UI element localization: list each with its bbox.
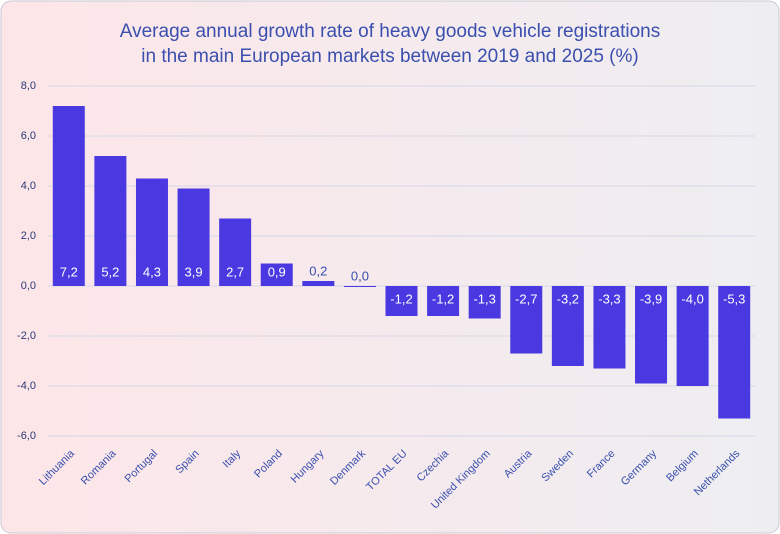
y-tick-label: 2,0 — [21, 230, 36, 242]
bar — [676, 286, 709, 386]
y-tick-label: -4,0 — [17, 380, 36, 392]
value-label: 0,9 — [268, 264, 286, 279]
value-label: -2,7 — [515, 291, 537, 306]
y-tick-label: 6,0 — [21, 130, 36, 142]
bar — [52, 106, 85, 286]
bar — [260, 263, 293, 286]
chart-title: Average annual growth rate of heavy good… — [120, 21, 660, 42]
value-label: 3,9 — [185, 264, 203, 279]
bar — [468, 286, 501, 319]
bar — [94, 156, 127, 286]
bar — [718, 286, 751, 419]
bar — [219, 218, 252, 286]
bar — [593, 286, 626, 369]
value-label: -5,3 — [723, 291, 745, 306]
bar — [551, 286, 584, 366]
bar — [427, 286, 460, 316]
bar — [343, 286, 376, 287]
value-label: -1,3 — [473, 291, 495, 306]
bar — [302, 281, 335, 286]
value-label: -3,9 — [640, 291, 662, 306]
value-label: -3,2 — [557, 291, 579, 306]
value-label: -1,2 — [432, 291, 454, 306]
value-label: -3,3 — [598, 291, 620, 306]
bar — [510, 286, 543, 354]
y-tick-label: -6,0 — [17, 430, 36, 442]
value-label: 5,2 — [101, 264, 119, 279]
y-tick-label: -2,0 — [17, 330, 36, 342]
value-label: 2,7 — [226, 264, 244, 279]
bar — [635, 286, 668, 384]
value-label: 0,2 — [309, 263, 327, 278]
y-tick-label: 0,0 — [21, 280, 36, 292]
y-tick-label: 8,0 — [21, 80, 36, 92]
chart-title: in the main European markets between 201… — [141, 46, 638, 67]
value-label: 0,0 — [351, 268, 369, 283]
bar — [177, 188, 210, 286]
value-label: 7,2 — [60, 264, 78, 279]
value-label: -4,0 — [681, 291, 703, 306]
bar — [385, 286, 418, 316]
y-tick-label: 4,0 — [21, 180, 36, 192]
value-label: -1,2 — [390, 291, 412, 306]
bar — [135, 178, 168, 286]
value-label: 4,3 — [143, 264, 161, 279]
